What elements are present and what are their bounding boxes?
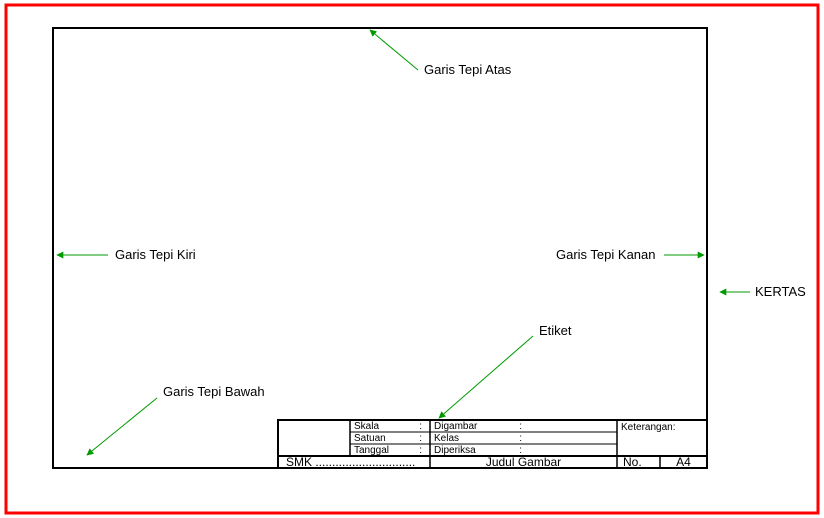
tb-tanggal-value: : [419, 445, 422, 456]
label-bottom: Garis Tepi Bawah [163, 384, 265, 399]
tb-keterangan-label: Keterangan: [621, 422, 676, 433]
label-top-arrow [370, 30, 418, 70]
tb-skala-value: : [419, 421, 422, 432]
tb-diperiksa-label: Diperiksa [434, 445, 476, 456]
title-block: Skala:Digambar:Satuan:Kelas:Tanggal:Dipe… [278, 420, 707, 469]
tb-satuan-value: : [419, 433, 422, 444]
annotations-group: Garis Tepi Atas Garis Tepi Kanan Garis Tep… [57, 30, 806, 455]
tb-no-label: No. [623, 455, 642, 469]
label-top: Garis Tepi Atas [424, 62, 512, 77]
tb-digambar-label: Digambar [434, 421, 478, 432]
tb-size: A4 [676, 455, 691, 469]
tb-digambar-value: : [519, 421, 522, 432]
tb-kelas-label: Kelas [434, 433, 459, 444]
label-left: Garis Tepi Kiri [115, 247, 196, 262]
tb-skala-label: Skala [354, 421, 379, 432]
drawing-sheet-diagram: Garis Tepi Atas Garis Tepi Kanan Garis Tep… [0, 0, 824, 518]
tb-school: SMK .............................. [286, 455, 415, 469]
label-etiket-arrow [439, 336, 533, 418]
label-bottom-arrow [87, 398, 157, 455]
tb-title: Judul Gambar [486, 455, 561, 469]
tb-kelas-value: : [519, 433, 522, 444]
label-right: Garis Tepi Kanan [556, 247, 656, 262]
label-etiket: Etiket [539, 323, 572, 338]
label-kertas: KERTAS [755, 284, 806, 299]
tb-satuan-label: Satuan [354, 433, 386, 444]
